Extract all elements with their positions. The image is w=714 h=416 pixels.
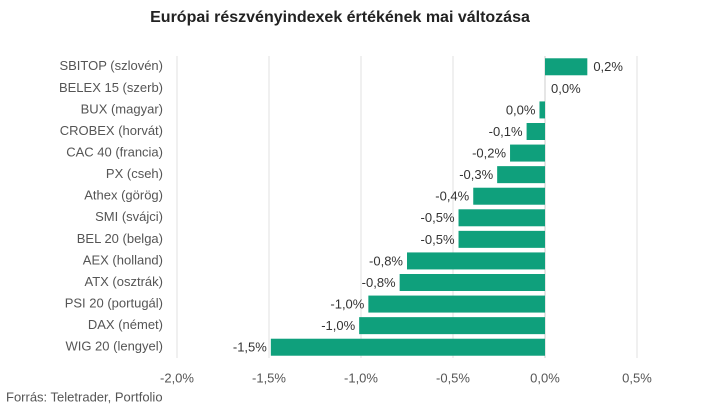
chart-title: Európai részvényindexek értékének mai vá… [150, 9, 530, 26]
bar [526, 123, 545, 140]
x-tick-label: 0,0% [530, 370, 560, 385]
bar [368, 295, 545, 313]
value-label: 0,2% [593, 59, 623, 74]
y-tick-label: BEL 20 (belga) [77, 231, 163, 246]
x-tick-label: -1,0% [344, 370, 378, 385]
bar [458, 209, 545, 227]
y-tick-label: CROBEX (horvát) [60, 123, 163, 138]
y-tick-label: DAX (német) [88, 317, 163, 332]
y-tick-label: SMI (svájci) [95, 209, 163, 224]
value-label: -1,0% [330, 297, 364, 312]
value-label: -0,1% [489, 124, 523, 139]
value-label: -0,4% [435, 189, 469, 204]
y-tick-label: Athex (görög) [84, 188, 163, 203]
value-label: -0,2% [472, 146, 506, 161]
value-label: -0,8% [369, 253, 403, 268]
value-label: -0,3% [459, 167, 493, 182]
y-tick-label: WIG 20 (lengyel) [65, 339, 163, 354]
y-tick-label: AEX (holland) [83, 252, 163, 267]
bar [539, 101, 545, 119]
source: Forrás: Teletrader, Portfolio [6, 389, 163, 404]
value-label: -1,0% [321, 318, 355, 333]
x-tick-label: -2,0% [160, 370, 194, 385]
bar [510, 144, 545, 162]
value-label: -0,5% [421, 210, 455, 225]
bar [497, 166, 545, 184]
value-label: 0,0% [506, 102, 536, 117]
y-tick-label: ATX (osztrák) [85, 274, 164, 289]
y-tick-label: CAC 40 (francia) [66, 145, 163, 160]
bar [458, 230, 545, 248]
value-label: -0,5% [421, 232, 455, 247]
x-tick-label: -1,5% [252, 370, 286, 385]
y-tick-label: PX (cseh) [106, 166, 163, 181]
bar [359, 317, 545, 335]
value-label: -0,8% [362, 275, 396, 290]
bar [545, 58, 588, 76]
y-tick-label: SBITOP (szlovén) [59, 58, 163, 73]
bar [399, 274, 545, 291]
bar [407, 252, 545, 270]
value-label: -1,5% [233, 340, 267, 355]
bar [473, 187, 545, 205]
y-tick-label: BELEX 15 (szerb) [59, 80, 163, 95]
y-tick-label: BUX (magyar) [81, 101, 163, 116]
bar [270, 338, 545, 356]
value-label: 0,0% [551, 81, 581, 96]
x-tick-label: 0,5% [622, 370, 652, 385]
x-tick-label: -0,5% [436, 370, 470, 385]
y-tick-label: PSI 20 (portugál) [65, 296, 163, 311]
